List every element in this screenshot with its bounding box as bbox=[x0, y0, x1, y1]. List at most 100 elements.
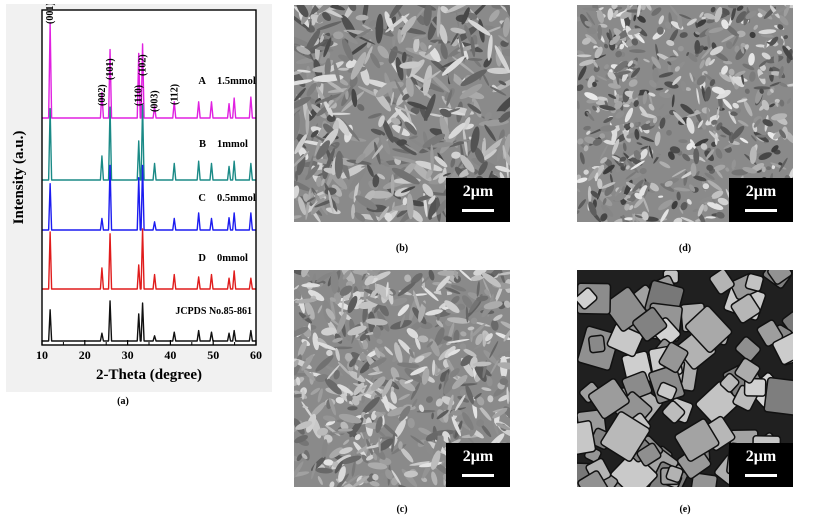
flake bbox=[627, 60, 634, 67]
flake bbox=[718, 161, 725, 165]
crystal bbox=[636, 442, 662, 467]
flake bbox=[332, 461, 339, 468]
flake bbox=[294, 298, 318, 304]
crystal bbox=[577, 287, 598, 310]
flake bbox=[294, 435, 308, 444]
flake bbox=[475, 333, 484, 346]
peak-label-1: (001) bbox=[45, 4, 56, 24]
flake bbox=[706, 164, 714, 171]
series-label-text-2: 1mmol bbox=[217, 139, 248, 150]
flake bbox=[732, 102, 739, 109]
crystal bbox=[772, 330, 793, 366]
flake bbox=[621, 40, 629, 48]
flake bbox=[317, 476, 323, 485]
flake bbox=[305, 107, 310, 136]
crystal bbox=[632, 306, 668, 342]
flake bbox=[728, 68, 735, 76]
flake bbox=[419, 300, 435, 314]
flake bbox=[658, 15, 664, 25]
flake bbox=[577, 199, 586, 209]
flake bbox=[578, 65, 587, 81]
flake bbox=[749, 31, 756, 39]
flake bbox=[316, 5, 336, 14]
flake bbox=[744, 88, 750, 94]
flake bbox=[297, 340, 307, 358]
flake bbox=[664, 180, 673, 187]
flake bbox=[666, 39, 675, 46]
flake bbox=[736, 98, 748, 103]
flake bbox=[301, 401, 314, 420]
flake bbox=[298, 196, 307, 216]
flake bbox=[301, 453, 308, 460]
flake bbox=[390, 174, 395, 196]
flake bbox=[701, 46, 713, 60]
crystal bbox=[656, 381, 678, 401]
flake bbox=[430, 144, 434, 173]
flake bbox=[482, 73, 490, 86]
flake bbox=[450, 27, 466, 34]
flake bbox=[773, 53, 779, 65]
flake bbox=[723, 60, 733, 65]
flake bbox=[294, 179, 312, 192]
flake bbox=[339, 285, 353, 296]
caption-d: (d) bbox=[678, 243, 692, 254]
flake bbox=[326, 349, 333, 357]
flake bbox=[697, 203, 704, 217]
flake bbox=[393, 419, 406, 439]
crystal bbox=[730, 293, 761, 324]
flake bbox=[410, 209, 423, 222]
flake bbox=[334, 473, 349, 487]
flake bbox=[462, 127, 468, 157]
flake bbox=[659, 161, 671, 169]
flake bbox=[372, 174, 380, 188]
flake bbox=[400, 15, 417, 35]
flake bbox=[410, 382, 421, 400]
flake bbox=[660, 209, 669, 222]
flake bbox=[310, 387, 321, 395]
flake bbox=[707, 35, 711, 48]
flake bbox=[643, 182, 651, 199]
scale-bar-c: 2μm bbox=[446, 443, 510, 487]
flake bbox=[333, 31, 344, 40]
flake bbox=[329, 297, 337, 302]
flake bbox=[312, 74, 344, 83]
flake bbox=[585, 34, 597, 45]
flake bbox=[323, 37, 332, 58]
flake bbox=[330, 297, 336, 321]
flake bbox=[495, 165, 510, 173]
flake bbox=[379, 414, 401, 419]
flake bbox=[722, 98, 733, 110]
flake bbox=[412, 293, 428, 296]
flake bbox=[624, 107, 634, 123]
flake bbox=[590, 190, 600, 198]
flake bbox=[577, 16, 582, 22]
flake bbox=[447, 348, 461, 356]
flake bbox=[311, 157, 339, 166]
flake bbox=[643, 58, 650, 63]
flake bbox=[295, 420, 313, 430]
flake bbox=[648, 92, 656, 97]
flake bbox=[758, 152, 772, 161]
flake bbox=[418, 427, 433, 436]
flake bbox=[492, 408, 508, 419]
flake bbox=[611, 129, 618, 145]
flake bbox=[316, 21, 342, 31]
flake bbox=[655, 87, 664, 91]
flake bbox=[625, 165, 630, 170]
flake bbox=[672, 49, 679, 57]
flake bbox=[600, 181, 616, 189]
flake bbox=[396, 207, 410, 218]
flake bbox=[389, 297, 408, 307]
flake bbox=[336, 419, 345, 423]
flake bbox=[497, 362, 510, 370]
flake bbox=[316, 427, 329, 436]
flake bbox=[395, 105, 417, 116]
flake bbox=[306, 82, 317, 97]
flake bbox=[677, 13, 683, 29]
flake bbox=[373, 303, 381, 314]
flake bbox=[431, 471, 438, 486]
flake bbox=[294, 112, 300, 141]
flake bbox=[591, 54, 607, 61]
flake bbox=[633, 14, 637, 22]
flake bbox=[372, 473, 379, 481]
